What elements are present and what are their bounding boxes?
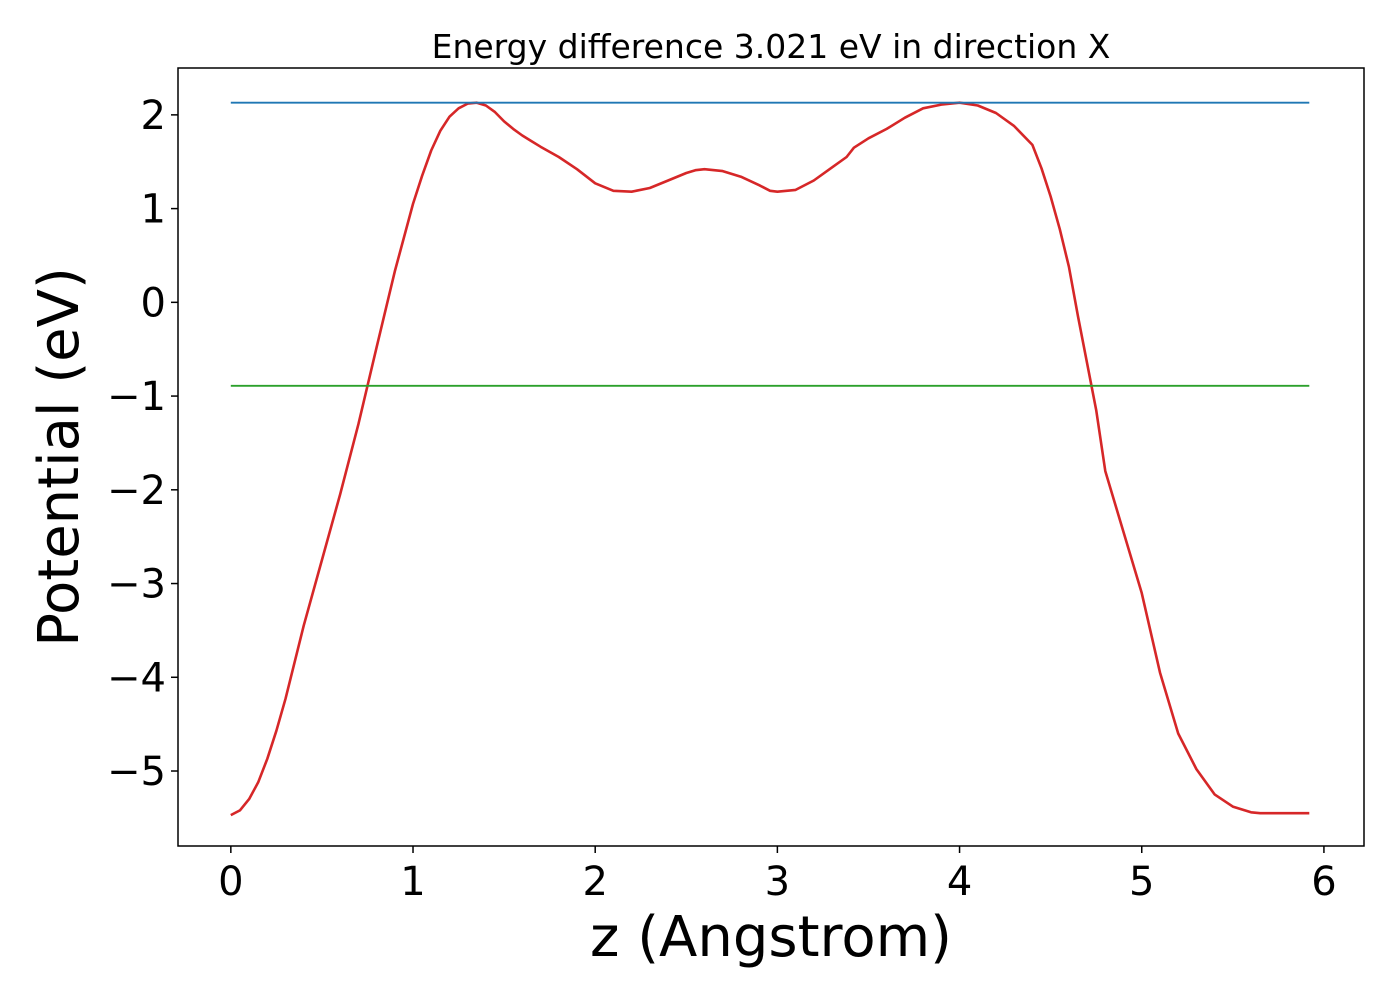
y-tick-label: −1 — [107, 374, 166, 420]
x-tick-label: 5 — [1129, 859, 1154, 905]
y-tick-label: 2 — [141, 93, 166, 139]
x-ticks: 0 1 2 3 4 5 6 — [218, 846, 1337, 905]
y-tick-label: 0 — [141, 280, 166, 326]
y-tick-label: −2 — [107, 468, 166, 514]
x-tick-label: 0 — [218, 859, 243, 905]
series-layer — [230, 101, 1310, 817]
y-ticks: 2 1 0 −1 −2 −3 −4 −5 — [107, 93, 178, 795]
y-tick-label: −5 — [107, 749, 166, 795]
y-tick-label: 1 — [141, 187, 166, 233]
y-axis-label: Potential (eV) — [27, 267, 92, 647]
x-tick-label: 2 — [582, 859, 607, 905]
x-axis-label: z (Angstrom) — [590, 905, 952, 970]
plot-frame — [177, 67, 1365, 847]
potential-line — [230, 101, 1310, 817]
x-tick-label: 3 — [765, 859, 790, 905]
y-tick-label: −4 — [107, 655, 166, 701]
x-tick-label: 6 — [1311, 859, 1336, 905]
y-tick-label: −3 — [107, 562, 166, 608]
x-tick-label: 4 — [947, 859, 972, 905]
x-tick-label: 1 — [400, 859, 425, 905]
chart-title: Energy difference 3.021 eV in direction … — [432, 27, 1111, 66]
